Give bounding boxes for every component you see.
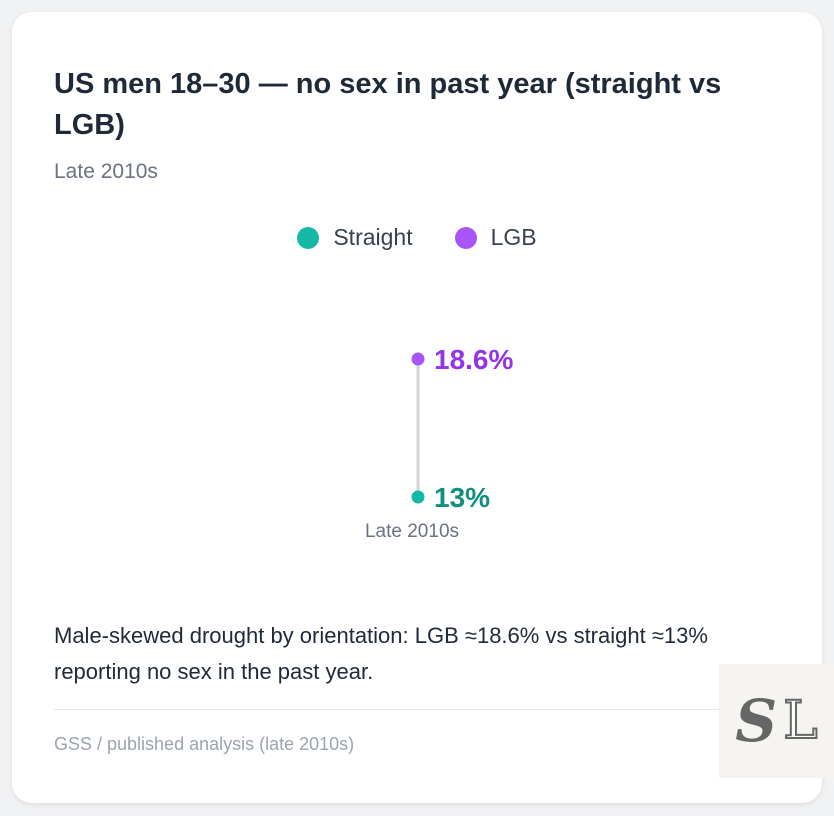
legend-item-lgb[interactable]: LGB <box>454 224 537 251</box>
divider <box>54 709 794 710</box>
point-straight <box>411 490 425 504</box>
logo-s: S <box>735 687 778 755</box>
legend-label-straight: Straight <box>333 224 413 250</box>
chart-card: US men 18–30 — no sex in past year (stra… <box>12 12 822 803</box>
legend-item-straight[interactable]: Straight <box>297 224 413 251</box>
chart-title: US men 18–30 — no sex in past year (stra… <box>54 68 722 141</box>
data-label-lgb: 18.6% <box>434 344 513 375</box>
chart-subtitle: Late 2010s <box>54 160 158 183</box>
caption: Male-skewed drought by orientation: LGB … <box>54 623 708 684</box>
legend: Straight LGB <box>12 224 822 251</box>
dot-chart: 13% 18.6% Late 2010s <box>365 344 514 542</box>
logo-l: L <box>782 690 819 752</box>
source-note: GSS / published analysis (late 2010s) <box>54 734 355 754</box>
legend-dot-lgb <box>454 226 477 249</box>
data-label-straight: 13% <box>434 482 490 513</box>
legend-label-lgb: LGB <box>490 224 537 250</box>
point-lgb <box>411 352 425 366</box>
legend-dot-straight <box>297 226 320 249</box>
x-tick-label: Late 2010s <box>365 521 459 542</box>
